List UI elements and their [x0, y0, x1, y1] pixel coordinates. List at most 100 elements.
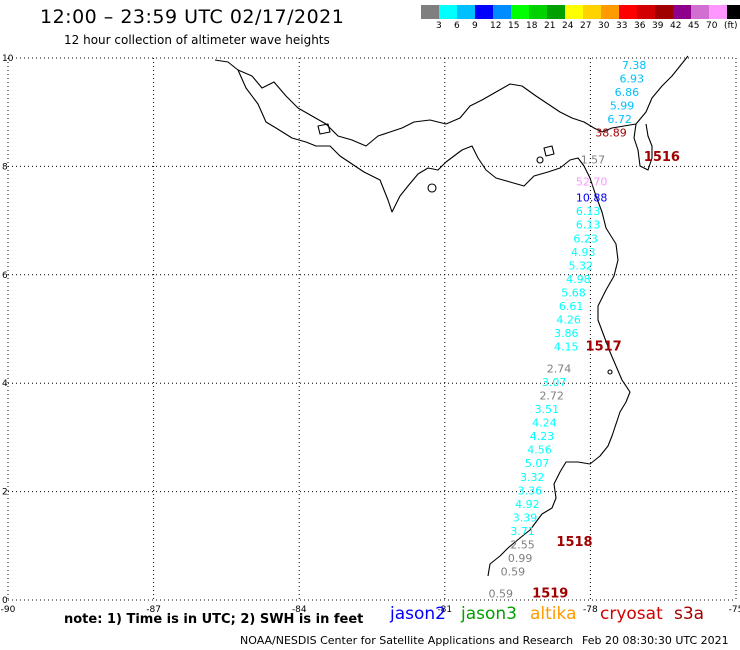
- satellite-s3a: s3a: [674, 604, 705, 624]
- island-gorgona: [607, 369, 613, 375]
- wave-height-value: 6.93: [620, 72, 645, 85]
- wave-height-value: 4.56: [527, 444, 552, 457]
- map-title: 12:00 – 23:59 UTC 02/17/2021: [40, 6, 345, 28]
- y-tick-label: 6: [2, 271, 8, 281]
- legend-label: 42: [670, 21, 682, 31]
- legend-label: 18: [526, 21, 538, 31]
- pass-labels: 1516 1517 1518 1519: [532, 150, 680, 601]
- legend-swatch: [673, 5, 691, 19]
- coastline-colombia-north: [601, 55, 689, 133]
- legend-label: 39: [652, 21, 664, 31]
- wave-height-value: 3.51: [535, 403, 560, 416]
- wave-height-value: 5.07: [525, 457, 550, 470]
- pass-label: 1517: [586, 340, 622, 355]
- wave-height-value: 38.89: [595, 127, 627, 140]
- coastline-uraba: [633, 123, 653, 171]
- wave-height-value: 2.55: [510, 539, 535, 552]
- footnote: note: 1) Time is in UTC; 2) SWH is in fe…: [64, 612, 364, 627]
- y-tick-label: 2: [2, 488, 8, 498]
- wave-height-value: 52.70: [576, 175, 608, 188]
- wave-height-value: 6.72: [607, 113, 632, 126]
- y-tick-label: 4: [2, 379, 8, 389]
- satellite-altika: altika: [530, 604, 577, 624]
- wave-height-value: 4.98: [566, 273, 591, 286]
- color-legend: 3 6 9 12 15 18 21 24 27 30 33 36 39 42 45 70 (ft): [421, 5, 740, 31]
- x-tick-label: -75: [729, 605, 740, 615]
- legend-swatch: [421, 5, 439, 19]
- wave-height-value: 6.13: [576, 219, 601, 232]
- coastline-pacific: [237, 69, 631, 577]
- legend-swatch: [691, 5, 709, 19]
- wave-height-value: 4.93: [571, 246, 596, 259]
- legend-swatch: [727, 5, 740, 19]
- wave-height-value: 3.07: [542, 376, 567, 389]
- wave-height-value: 6.23: [573, 232, 598, 245]
- legend-swatch: [709, 5, 727, 19]
- legend-swatch: [619, 5, 637, 19]
- credit-line: NOAA/NESDIS Center for Satellite Applica…: [240, 634, 574, 647]
- wave-height-value: 6.61: [559, 300, 584, 313]
- legend-swatch: [583, 5, 601, 19]
- legend-label: (ft): [724, 21, 738, 31]
- wave-height-value: 0.99: [508, 552, 532, 565]
- legend-label: 33: [616, 21, 628, 31]
- y-tick-label: 0: [2, 596, 8, 606]
- wave-height-value: 3.32: [520, 471, 545, 484]
- wave-height-values: 7.386.936.865.996.7238.891.5752.7010.886…: [488, 59, 646, 600]
- legend-label: 9: [472, 21, 478, 31]
- satellite-jason2: jason2: [390, 604, 446, 624]
- legend-label: 6: [454, 21, 460, 31]
- wave-height-value: 7.38: [622, 59, 647, 72]
- wave-height-value: 3.86: [554, 327, 579, 340]
- x-tick-label: -90: [1, 605, 16, 615]
- legend-swatch: [529, 5, 547, 19]
- wave-height-value: 2.72: [539, 389, 564, 402]
- wave-height-value: 3.71: [510, 525, 535, 538]
- legend-swatch: [493, 5, 511, 19]
- wave-height-value: 5.99: [610, 99, 635, 112]
- legend-swatch: [565, 5, 583, 19]
- legend-labels: 3 6 9 12 15 18 21 24 27 30 33 36 39 42 45 70 (ft): [421, 19, 740, 31]
- wave-height-value: 4.23: [530, 430, 555, 443]
- wave-height-value: 3.39: [513, 511, 538, 524]
- legend-label: 30: [598, 21, 610, 31]
- island-pearl: [536, 156, 544, 164]
- y-tick-label: 10: [2, 54, 14, 64]
- coastline: [214, 55, 689, 577]
- legend-label: 12: [490, 21, 502, 31]
- pass-label: 1518: [556, 535, 592, 550]
- map-subtitle: 12 hour collection of altimeter wave hei…: [64, 33, 330, 47]
- island-coiba: [427, 183, 437, 193]
- wave-height-value: 5.32: [569, 259, 594, 272]
- satellite-cryosat: cryosat: [600, 604, 663, 624]
- pass-label: 1519: [532, 586, 568, 601]
- wave-height-value: 4.92: [515, 498, 540, 511]
- wave-height-value: 6.86: [615, 86, 640, 99]
- wave-height-value: 10.88: [576, 192, 608, 205]
- wave-height-value: 6.13: [576, 205, 601, 218]
- legend-label: 27: [580, 21, 592, 31]
- legend-swatch: [655, 5, 673, 19]
- x-tick-label: -84: [292, 605, 307, 615]
- legend-label: 21: [544, 21, 556, 31]
- pass-label: 1516: [644, 150, 680, 165]
- legend-swatch: [511, 5, 529, 19]
- wave-height-value: 1.57: [581, 154, 606, 167]
- x-tick-label: -87: [146, 605, 161, 615]
- wave-height-value: 5.68: [561, 286, 586, 299]
- island-rey: [543, 145, 555, 157]
- island-bay: [317, 123, 331, 135]
- wave-height-value: 4.15: [554, 341, 579, 354]
- x-tick-label: -78: [583, 605, 598, 615]
- legend-label: 24: [562, 21, 574, 31]
- y-tick-label: 8: [2, 162, 8, 172]
- wave-height-value: 4.24: [532, 417, 557, 430]
- legend-label: 45: [688, 21, 700, 31]
- legend-label: 3: [436, 21, 442, 31]
- legend-swatches: [421, 5, 740, 19]
- satellite-jason3: jason3: [461, 604, 517, 624]
- legend-label: 70: [706, 21, 718, 31]
- generation-timestamp: Feb 20 08:30:30 UTC 2021: [582, 634, 729, 647]
- legend-swatch: [457, 5, 475, 19]
